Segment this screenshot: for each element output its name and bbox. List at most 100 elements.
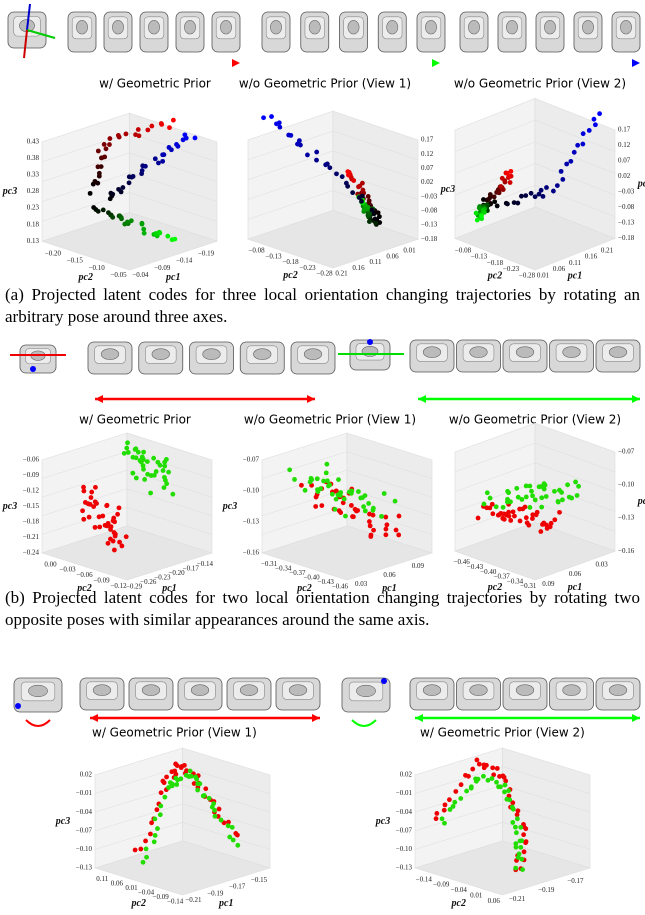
scatter-dot (559, 490, 564, 495)
tick-label: 0.16 (585, 253, 598, 261)
scatter-dot (568, 159, 573, 164)
scatter-dot (343, 514, 348, 519)
scatter-dot (556, 499, 561, 504)
object-hole (93, 685, 111, 696)
scatter-dot (442, 808, 447, 813)
rotate-arrow (352, 720, 376, 726)
object-hole (270, 20, 281, 34)
scatter-dot (235, 833, 240, 838)
scatter-dot (319, 503, 324, 508)
scatter-dot (141, 463, 146, 468)
scatter-dot (168, 780, 173, 785)
scatter-dot (97, 514, 102, 519)
arrow-head (307, 395, 315, 403)
scatter-dot (115, 512, 120, 517)
scatter-dot (93, 485, 98, 490)
scatter-dot (555, 183, 560, 188)
scatter-dot (153, 833, 158, 838)
scatter-dot (464, 789, 469, 794)
scatter-dot (173, 762, 178, 767)
scatter-dot (141, 860, 146, 865)
scatter-dot (158, 812, 163, 817)
tick-label: −0.14 (167, 897, 184, 905)
axis-label: pc1 (165, 272, 180, 283)
object-hole (28, 685, 47, 697)
scatter-dot (342, 497, 347, 502)
object-hole (582, 20, 593, 34)
tick-label: −0.28 (519, 271, 536, 279)
tick-label: −0.04 (451, 886, 468, 894)
object-hole (142, 685, 160, 696)
scatter-dot (557, 510, 562, 515)
tick-label: −0.21 (185, 896, 202, 904)
scatter-dot (142, 477, 147, 482)
scatter-dot (469, 784, 474, 789)
scatter-dot (195, 781, 200, 786)
scatter-dot (170, 492, 175, 497)
scatter-dot (569, 496, 574, 501)
tick-label: 0.21 (601, 246, 614, 254)
scatter-dot (593, 122, 598, 127)
scatter-dot (383, 532, 388, 537)
tick-label: −0.09 (154, 264, 171, 272)
scatter-dot (453, 789, 458, 794)
scatter-dot (475, 758, 480, 763)
scatter-dot (140, 222, 145, 227)
scatter-dot (144, 847, 149, 852)
tick-label: −0.07 (76, 826, 93, 834)
marker-dot (381, 678, 387, 684)
object-hole (203, 349, 221, 360)
scatter-dot (447, 797, 452, 802)
scatter-dot (528, 505, 533, 510)
scatter-dot (514, 486, 519, 491)
tick-label: −0.07 (618, 448, 635, 456)
tick-label: −0.03 (618, 188, 635, 196)
scatter-dot (345, 169, 350, 174)
scatter-dot (520, 867, 525, 872)
tick-label: 0.16 (352, 264, 365, 272)
arrow-head (432, 59, 440, 67)
scatter-dot (193, 136, 198, 141)
scatter-dot (217, 807, 222, 812)
axis-label: pc2 (282, 270, 297, 281)
scatter-dot (552, 489, 557, 494)
scatter-dot (162, 795, 167, 800)
scatter-dot (500, 773, 505, 778)
tick-label: 0.06 (386, 252, 399, 260)
scatter-dot (503, 783, 508, 788)
scatter-dot (559, 169, 564, 174)
object-hole (425, 20, 436, 34)
axis-label: pc1 (567, 271, 582, 282)
scatter-dot (488, 496, 493, 501)
scatter-dot (108, 136, 113, 141)
scatter-dot (303, 488, 308, 493)
scatter-dot (529, 191, 534, 196)
scatter-dot (88, 191, 93, 196)
arrow-head (90, 714, 98, 722)
scatter-dot (269, 114, 274, 119)
scatter-dot (336, 477, 341, 482)
scatter-dot (371, 506, 376, 511)
tick-label: 0.17 (618, 126, 631, 134)
tick-label: −0.04 (132, 271, 149, 279)
scatter-dot (575, 143, 580, 148)
scatter-dot (161, 468, 166, 473)
scatter-dot (117, 505, 122, 510)
scatter-dot (515, 816, 520, 821)
object-hole (112, 20, 123, 34)
tick-label: −0.06 (23, 456, 40, 464)
scatter-dot (81, 489, 86, 494)
scatter-dot (97, 171, 102, 176)
tick-label: −0.08 (455, 246, 472, 254)
tick-label: 0.06 (553, 265, 566, 273)
scatter-dot (326, 484, 331, 489)
scatter-dot (203, 786, 208, 791)
marker-dot (30, 366, 36, 372)
scatter-dot (141, 227, 146, 232)
scatter-dot (476, 777, 481, 782)
scatter-dot (274, 121, 279, 126)
scatter-dot (108, 527, 113, 532)
tick-label: 0.02 (400, 771, 413, 779)
scatter-dot (351, 514, 356, 519)
scatter-dot (124, 132, 129, 137)
